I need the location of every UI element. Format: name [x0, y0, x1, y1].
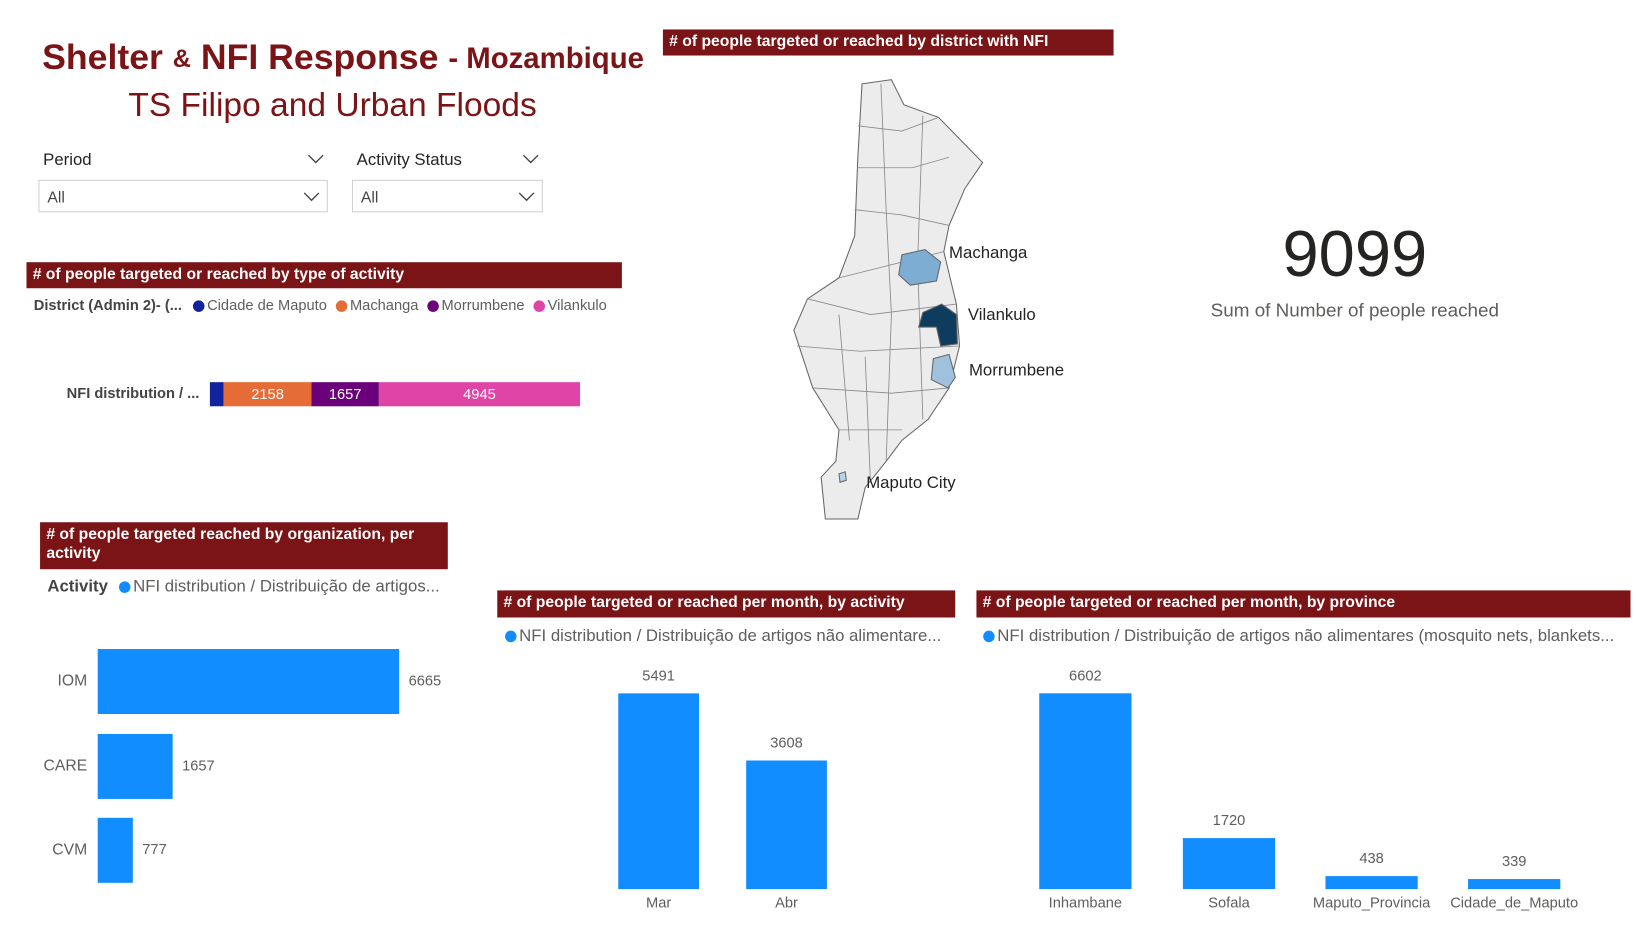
- map-label: Machanga: [949, 243, 1028, 262]
- section-header-text: # of people targeted reached by organiza…: [40, 522, 448, 570]
- y-tick-label: CARE: [44, 758, 88, 775]
- data-label: 6665: [409, 673, 442, 689]
- section-header: # of people targeted or reached by type …: [26, 262, 622, 289]
- district-vilankulo: [917, 303, 958, 347]
- title-part: Shelter: [42, 37, 163, 77]
- data-label: 4945: [463, 387, 496, 403]
- map-label: Vilankulo: [968, 305, 1036, 324]
- x-tick-label: Maputo_Provincia: [1313, 896, 1431, 912]
- bar-segment: [311, 382, 379, 407]
- data-label: 1720: [1213, 813, 1246, 829]
- section-header-text: # of people targeted or reached by type …: [26, 262, 622, 289]
- x-tick-label: Inhambane: [1049, 896, 1122, 912]
- column: [1468, 879, 1561, 890]
- filter-chevron: [303, 192, 320, 202]
- section-header: # of people targeted or reached per mont…: [976, 590, 1631, 618]
- district-maputo-city: [838, 471, 847, 483]
- column: [1039, 693, 1132, 890]
- title: Shelter & NFI Response - Mozambique: [42, 37, 644, 77]
- data-label: 5491: [642, 668, 675, 684]
- filter-label: Activity Status: [357, 150, 462, 169]
- filter-dropdown[interactable]: [351, 179, 543, 213]
- title-part: NFI Response: [201, 37, 439, 77]
- title-part: &: [173, 44, 191, 72]
- legend-label: Cidade de Maputo: [207, 298, 327, 314]
- section-header: # of people targeted or reached per mont…: [497, 590, 956, 618]
- legend-label: NFI distribution / Distribuição de artig…: [997, 626, 1614, 645]
- legend-label: Machanga: [350, 298, 419, 314]
- kpi-value: 9099: [1283, 217, 1428, 290]
- district-morrumbene: [930, 353, 956, 389]
- data-label: 1657: [182, 758, 215, 774]
- filter-value: All: [47, 189, 64, 206]
- country-shape: [793, 79, 984, 520]
- map-label: Maputo City: [866, 473, 956, 492]
- bar: [97, 817, 133, 883]
- bar: [97, 649, 400, 715]
- district-machanga: [898, 248, 942, 286]
- legend-marker: [505, 630, 517, 643]
- section-header-text: # of people targeted or reached per mont…: [976, 590, 1631, 618]
- data-label: 6602: [1069, 668, 1102, 684]
- legend-marker: [335, 300, 348, 312]
- data-label: 438: [1359, 851, 1383, 867]
- bar-segment: [378, 382, 581, 407]
- legend-marker: [118, 581, 131, 593]
- legend-label: NFI distribution / Distribuição de artig…: [519, 626, 941, 645]
- map-label: Morrumbene: [969, 361, 1064, 380]
- title-part: - Mozambique: [448, 42, 644, 75]
- data-label: 2158: [251, 387, 284, 403]
- kpi-label: Sum of Number of people reached: [1211, 299, 1499, 320]
- subtitle: TS Filipo and Urban Floods: [128, 87, 536, 124]
- legend-label: Morrumbene: [441, 298, 524, 314]
- column: [746, 760, 827, 890]
- filter-dropdown[interactable]: [38, 179, 328, 213]
- section-header-text: # of people targeted or reached per mont…: [497, 590, 956, 618]
- x-tick-label: Abr: [775, 896, 798, 912]
- legend-title: District (Admin 2)- (...: [34, 298, 182, 314]
- y-tick-label: NFI distribution / ...: [67, 386, 200, 402]
- legend-marker: [427, 300, 439, 312]
- bar-segment: [209, 382, 224, 407]
- x-tick-label: Sofala: [1208, 896, 1250, 912]
- data-label: 3608: [770, 736, 803, 752]
- x-tick-label: Cidade_de_Maputo: [1450, 896, 1578, 912]
- data-label: 339: [1502, 854, 1526, 870]
- column: [1325, 876, 1418, 890]
- bar: [97, 733, 173, 799]
- y-tick-label: IOM: [58, 673, 88, 690]
- data-label: 777: [142, 842, 166, 858]
- filter-chevron: [307, 154, 324, 164]
- section-header: # of people targeted or reached by distr…: [662, 29, 1114, 56]
- legend-title: Activity: [47, 577, 108, 596]
- legend-marker: [533, 300, 546, 312]
- column: [618, 693, 699, 890]
- legend-marker: [192, 300, 205, 312]
- legend-label: Vilankulo: [548, 298, 607, 314]
- filter-value: All: [361, 189, 378, 206]
- filter-chevron: [522, 154, 539, 164]
- section-header-text: # of people targeted or reached by distr…: [662, 29, 1114, 56]
- legend-marker: [983, 630, 995, 643]
- legend-label: NFI distribution / Distribuição de artig…: [133, 577, 440, 596]
- x-tick-label: Mar: [646, 896, 671, 912]
- bar-segment: [223, 382, 312, 407]
- section-header: # of people targeted reached by organiza…: [40, 522, 448, 570]
- filter-label: Period: [43, 150, 91, 169]
- y-tick-label: CVM: [52, 841, 87, 858]
- filter-chevron: [518, 192, 535, 202]
- data-label: 1657: [329, 387, 362, 403]
- column: [1182, 838, 1276, 890]
- map: [793, 79, 984, 520]
